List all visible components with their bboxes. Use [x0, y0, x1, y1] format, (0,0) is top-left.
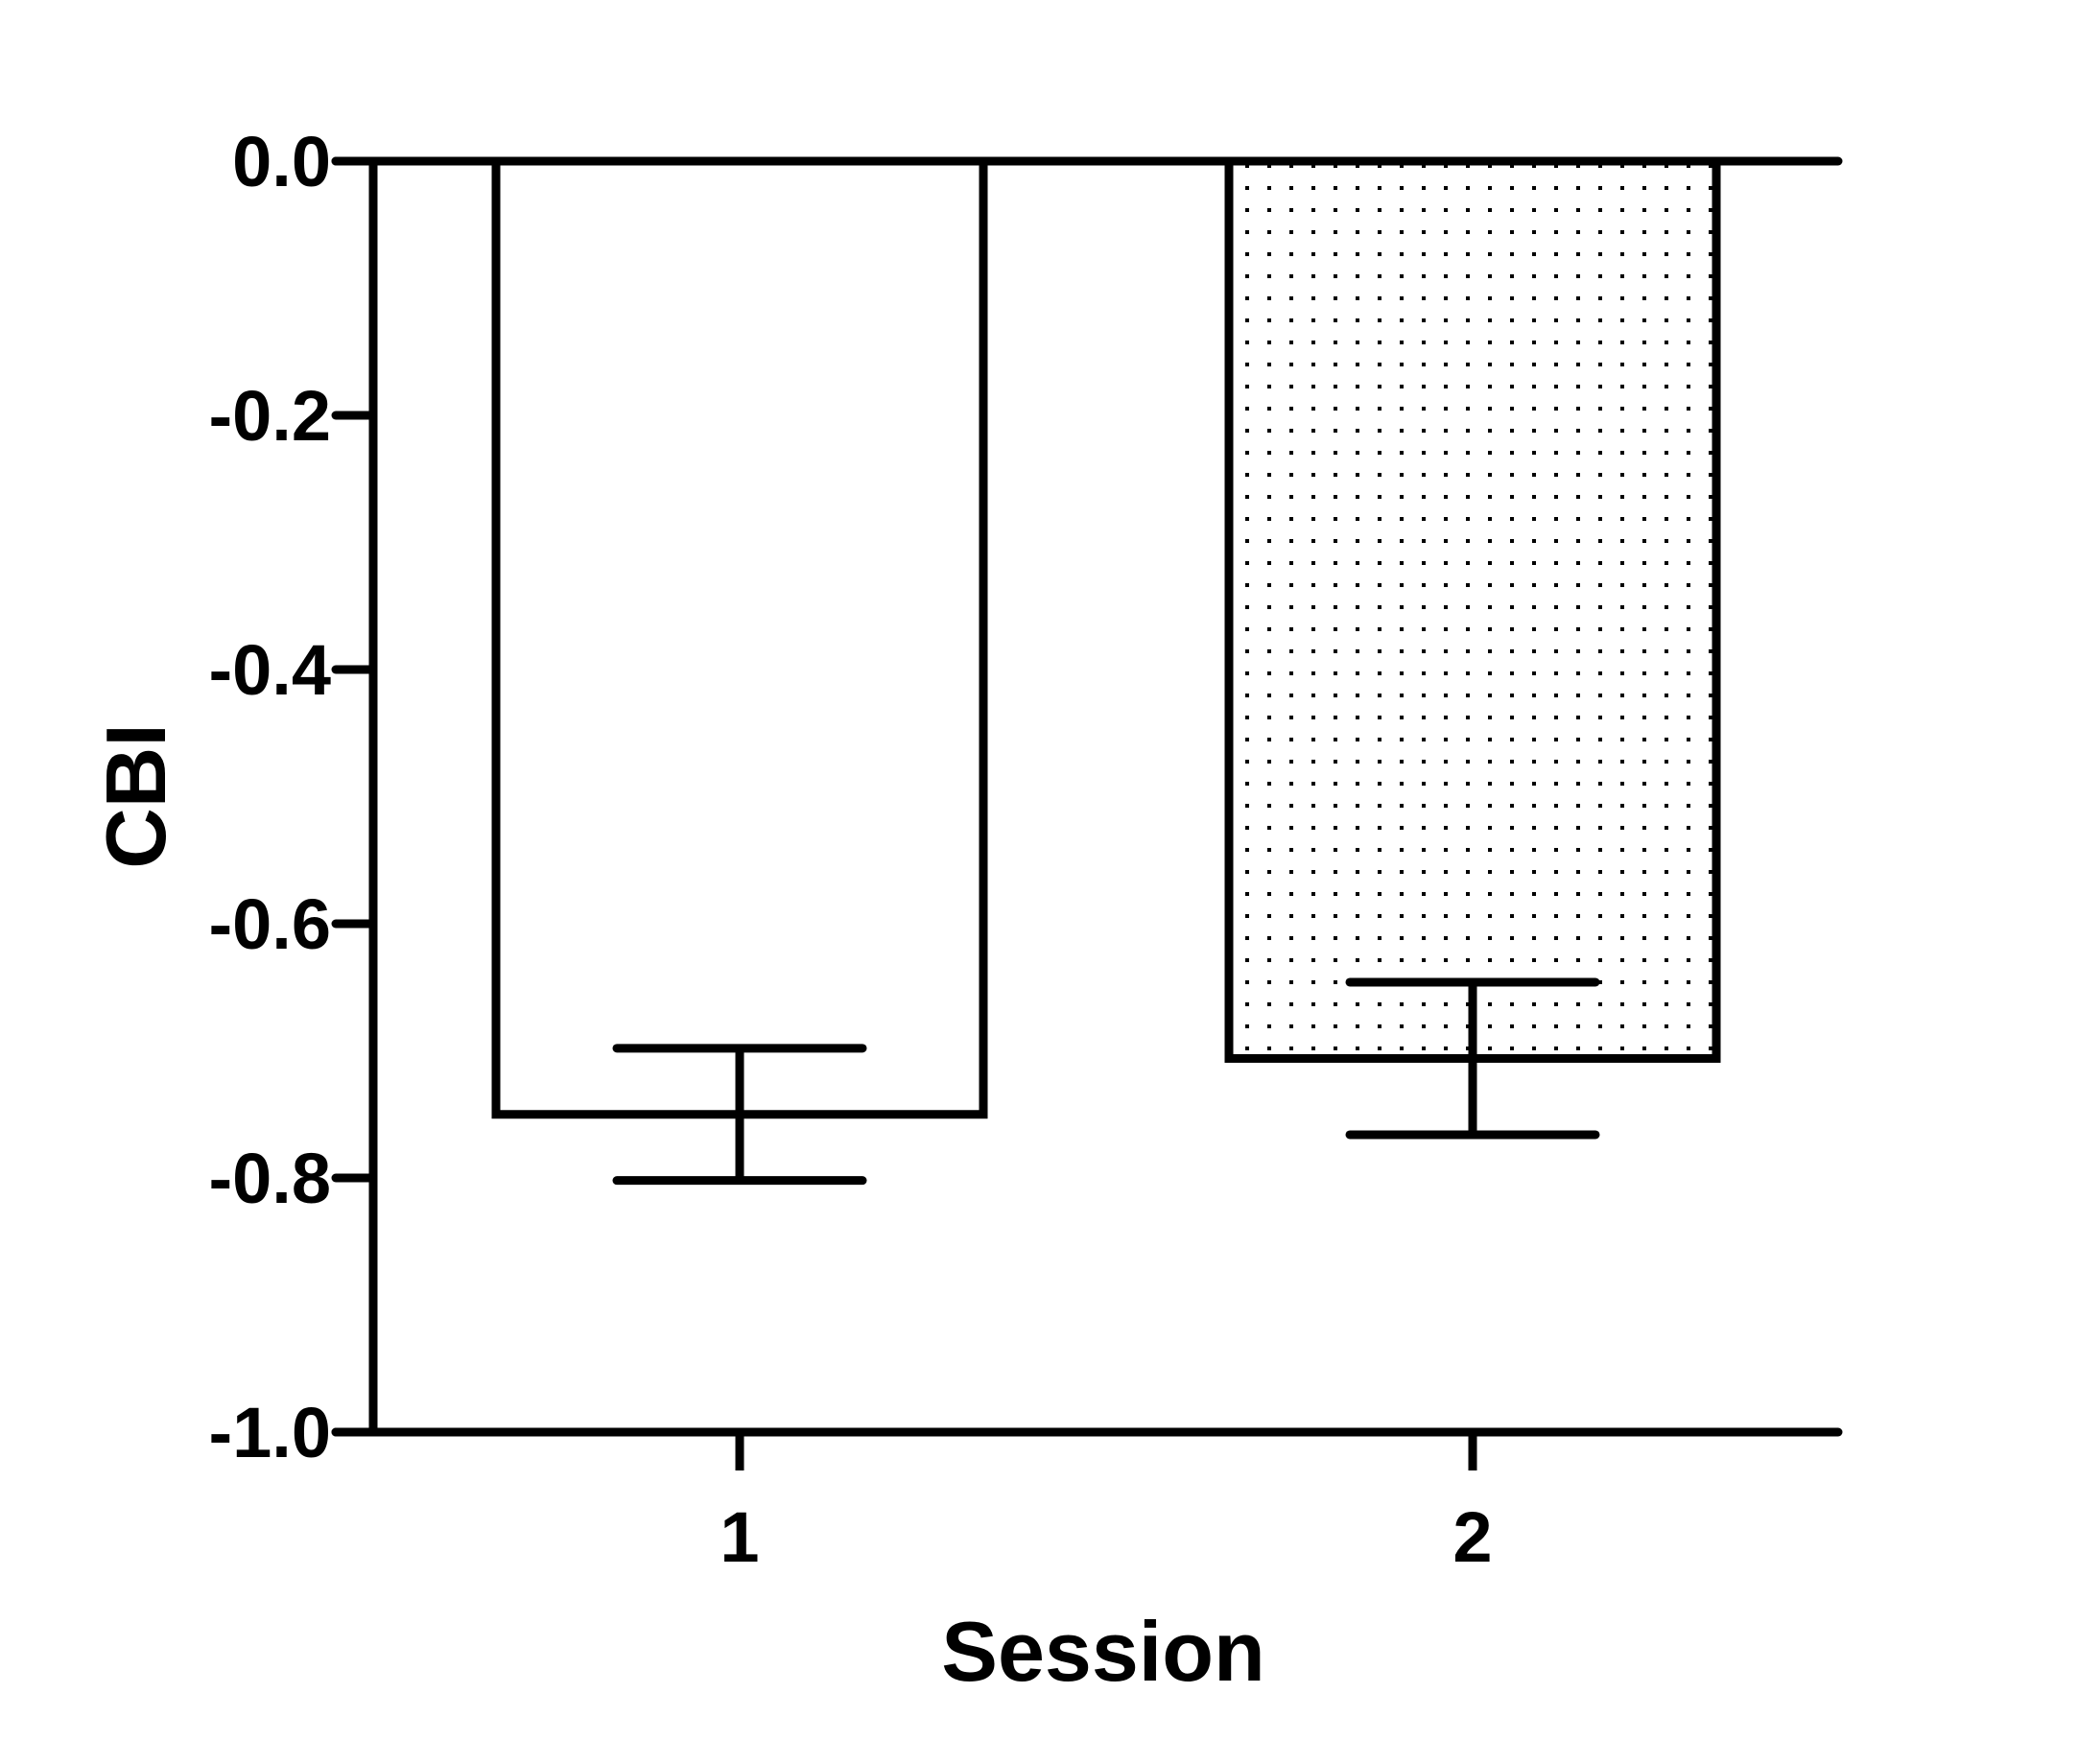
y-tick-label: -0.8 — [208, 1139, 331, 1218]
y-tick-label: -0.4 — [208, 630, 331, 710]
x-axis-label: Session — [941, 1604, 1264, 1699]
y-ticks-layer: 0.0 -0.2 -0.4 -0.6 -0.8 -1.0 — [208, 122, 378, 1472]
bars-layer — [491, 156, 1721, 1119]
y-axis-label: CBI — [88, 723, 183, 869]
y-tick-label: -0.2 — [208, 376, 331, 456]
bar-session-2 — [1224, 156, 1721, 1063]
bar-session-1 — [491, 156, 988, 1119]
y-tick-label: 0.0 — [232, 122, 331, 201]
error-bars-layer — [612, 977, 1600, 1186]
y-tick-label: -0.6 — [208, 884, 331, 964]
x-tick-label: 1 — [720, 1497, 759, 1577]
x-tick-label: 2 — [1452, 1497, 1492, 1577]
y-tick-label: -1.0 — [208, 1393, 331, 1472]
